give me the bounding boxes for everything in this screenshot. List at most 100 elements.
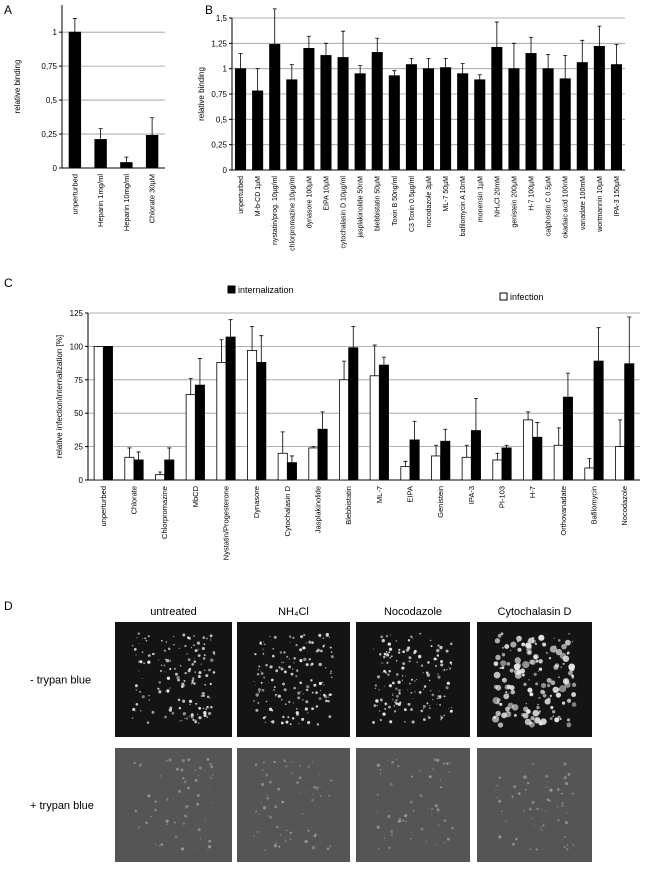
spot	[256, 830, 259, 834]
bar	[491, 46, 503, 171]
bar	[523, 419, 534, 481]
x-tick-label: unperturbed	[99, 486, 108, 526]
spot	[501, 646, 505, 649]
row-label: - trypan blue	[30, 675, 91, 687]
spot	[187, 758, 191, 762]
legend-label: internalization	[238, 285, 294, 295]
spot	[445, 649, 449, 653]
spot	[438, 695, 442, 699]
spot	[422, 704, 426, 708]
bar	[124, 456, 135, 481]
y-tick-label: 0,5	[216, 115, 228, 124]
spot	[194, 671, 196, 673]
spot	[320, 694, 321, 696]
spot	[316, 723, 320, 726]
spot	[416, 678, 418, 680]
bar	[501, 447, 512, 481]
spot	[450, 710, 452, 712]
spot	[379, 698, 383, 702]
error-bar	[587, 458, 592, 468]
error-bar	[351, 325, 356, 348]
spot	[257, 669, 259, 671]
spot	[266, 795, 268, 797]
spot	[376, 675, 381, 679]
spot	[499, 667, 502, 670]
spot	[275, 669, 279, 673]
y-tick-label: 0	[223, 166, 228, 175]
spot	[137, 632, 140, 635]
spot	[303, 633, 306, 637]
spot	[277, 787, 281, 791]
spot	[273, 689, 275, 691]
spot	[548, 799, 551, 802]
spot	[279, 834, 282, 836]
spot	[179, 664, 182, 667]
error-bar	[342, 360, 347, 380]
spot	[428, 679, 431, 682]
spot	[397, 680, 401, 684]
spot	[500, 660, 507, 667]
y-axis-label: relative infection/internalization [%]	[55, 335, 64, 458]
spot	[171, 711, 175, 715]
spot	[509, 668, 514, 673]
y-tick-label: 0,25	[211, 141, 227, 150]
bar	[277, 452, 288, 481]
spot	[260, 670, 262, 672]
spot	[388, 705, 391, 709]
spot	[546, 683, 551, 688]
spot	[293, 662, 295, 664]
spot	[545, 651, 548, 655]
spot	[158, 845, 161, 847]
spot	[136, 637, 138, 639]
spot	[305, 688, 308, 691]
spot	[517, 792, 521, 795]
spot	[385, 651, 388, 653]
spot	[306, 685, 310, 689]
spot	[571, 702, 577, 707]
spot	[376, 825, 380, 829]
spot	[329, 646, 332, 649]
spot	[262, 648, 264, 650]
spot	[138, 670, 140, 672]
spot	[295, 675, 298, 678]
micrograph	[115, 622, 232, 737]
error-bar	[167, 447, 172, 460]
spot	[393, 705, 396, 707]
error-bar	[511, 42, 516, 69]
error-bar	[188, 378, 193, 395]
error-bar	[289, 64, 294, 80]
spot	[388, 669, 392, 673]
spot	[527, 644, 532, 649]
spot	[410, 775, 413, 778]
spot	[203, 643, 206, 645]
spot	[504, 684, 510, 690]
spot	[197, 675, 201, 678]
spot	[197, 774, 200, 777]
spot	[261, 782, 265, 786]
spot	[206, 637, 208, 640]
bar	[102, 345, 113, 481]
spot	[261, 688, 265, 692]
spot	[297, 696, 301, 700]
spot	[181, 758, 185, 763]
spot	[517, 647, 522, 652]
y-tick-label: 0,5	[46, 96, 58, 105]
spot	[564, 835, 566, 838]
spot	[307, 651, 308, 653]
spot	[196, 641, 201, 645]
spot	[263, 676, 266, 679]
spot	[545, 774, 549, 778]
spot	[164, 658, 167, 661]
spot	[259, 641, 262, 644]
spot	[439, 779, 441, 782]
spot	[413, 649, 417, 653]
spot	[436, 703, 438, 705]
spot	[378, 847, 380, 849]
x-tick-label: MbCD	[191, 485, 200, 507]
spot	[262, 653, 265, 655]
spot	[416, 661, 418, 663]
spot	[418, 691, 422, 694]
spot	[168, 708, 173, 712]
spot	[140, 762, 143, 764]
spot	[443, 669, 446, 671]
